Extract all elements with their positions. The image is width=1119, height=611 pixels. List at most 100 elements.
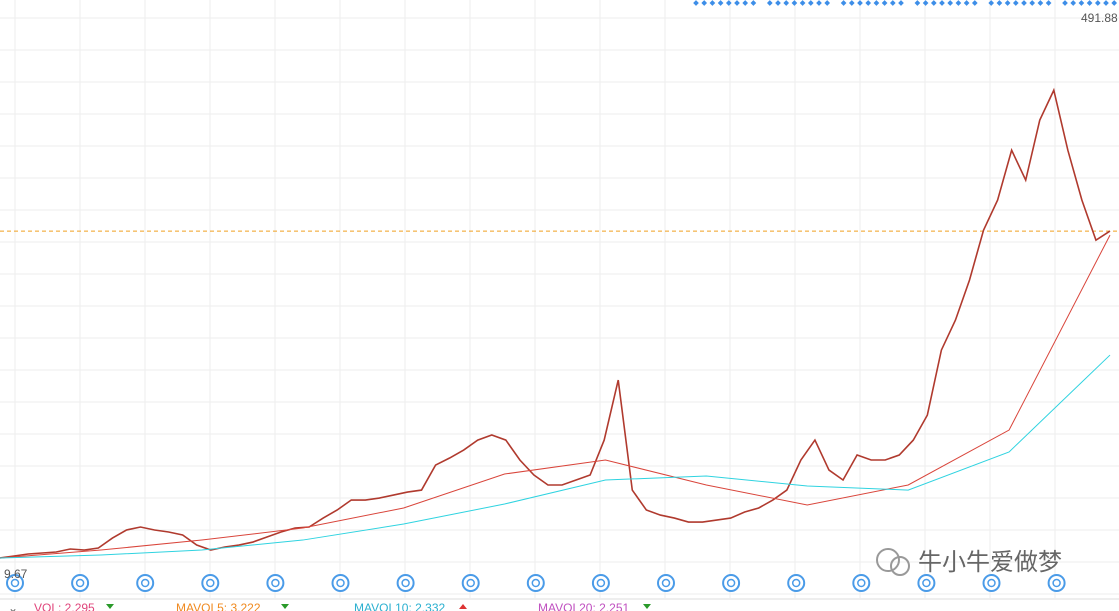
q-marker-inner [466, 578, 475, 588]
grid [0, 0, 1119, 598]
event-marker [742, 0, 749, 6]
event-markers [693, 0, 1118, 6]
q-marker [852, 574, 871, 592]
event-marker [1037, 0, 1044, 6]
event-marker [955, 0, 962, 6]
event-marker [939, 0, 945, 6]
q-marker-inner [661, 578, 671, 588]
q-marker-inner [140, 578, 150, 588]
event-marker [988, 0, 995, 6]
event-marker [1021, 0, 1027, 6]
q-marker [722, 574, 741, 592]
legend-entry: MAVOL10: 2.332 [354, 601, 445, 611]
event-marker [996, 0, 1003, 6]
event-marker [1078, 0, 1085, 6]
event-marker [898, 0, 904, 6]
q-marker-inner [726, 578, 736, 588]
event-marker [1029, 0, 1036, 6]
q-marker [6, 574, 24, 592]
event-marker [1103, 0, 1109, 6]
watermark-icon [876, 548, 900, 572]
event-marker [1094, 0, 1101, 6]
event-marker [889, 0, 896, 6]
q-marker [982, 574, 1001, 592]
q-marker [1047, 574, 1066, 592]
event-marker [701, 0, 708, 6]
event-marker [848, 0, 855, 6]
event-marker [947, 0, 954, 6]
event-marker [840, 0, 847, 6]
event-marker [783, 0, 790, 6]
event-marker [791, 0, 798, 6]
q-marker [201, 574, 220, 592]
event-marker [717, 0, 724, 6]
event-marker [750, 0, 757, 6]
q-marker-inner [206, 578, 215, 588]
event-marker [807, 0, 814, 6]
event-marker [709, 0, 716, 6]
event-marker [734, 0, 740, 6]
trend-arrow [459, 604, 467, 609]
q-marker [396, 574, 415, 592]
q-marker [461, 574, 480, 592]
q-marker [657, 574, 675, 592]
event-marker [1111, 0, 1118, 6]
q-marker-inner [1052, 578, 1061, 588]
q-marker [787, 574, 806, 592]
q-marker-inner [922, 578, 931, 588]
q-marker-inner [401, 578, 410, 588]
collapse-icon[interactable]: ⌄ [8, 601, 18, 611]
q-marker-inner [987, 578, 996, 588]
q-marker [136, 574, 155, 592]
event-marker [824, 0, 831, 6]
event-marker [816, 0, 822, 6]
event-marker [799, 0, 806, 6]
event-marker [971, 0, 978, 6]
legend-entry: MAVOL5: 3.222 [176, 601, 261, 611]
event-marker [873, 0, 880, 6]
price-line [0, 87, 1111, 559]
q-marker [71, 574, 90, 592]
watermark: 牛小牛爱做梦 [876, 548, 1062, 576]
event-marker [1004, 0, 1011, 6]
event-marker [1086, 0, 1093, 6]
event-marker [1012, 0, 1019, 6]
q-marker-inner [271, 578, 280, 588]
event-marker [914, 0, 921, 6]
event-marker [1062, 0, 1068, 6]
watermark-icon [890, 556, 910, 576]
trend-arrow [106, 604, 114, 609]
q-marker-inner [596, 578, 606, 588]
q-marker [266, 574, 285, 592]
event-marker [881, 0, 888, 6]
q-marker [917, 574, 936, 592]
plot [0, 87, 1119, 559]
q-marker [331, 574, 350, 592]
low-label: 9.67 [4, 567, 28, 581]
q-marker-inner [531, 578, 541, 588]
event-marker [766, 0, 773, 6]
event-marker [775, 0, 781, 6]
q-marker-inner [75, 578, 85, 588]
legend-entry: MAVOL20: 2.251 [538, 601, 629, 611]
event-marker [693, 0, 699, 6]
event-marker [930, 0, 937, 6]
event-marker [1070, 0, 1077, 6]
q-marker-inner [857, 578, 866, 588]
price-line [0, 234, 1111, 559]
event-marker [725, 0, 732, 6]
price-line [0, 354, 1111, 559]
event-marker [1045, 0, 1052, 6]
event-marker [963, 0, 970, 6]
legend: VOL: 2.295 MAVOL5: 3.222 MAVOL10: 2.332 MAV… [34, 601, 651, 611]
q-marker [591, 574, 610, 592]
legend-entry: VOL: 2.295 [34, 601, 95, 611]
trend-arrow [281, 604, 289, 609]
watermark-text: 牛小牛爱做梦 [918, 549, 1062, 576]
high-label: 491.88 [1081, 11, 1118, 25]
q-marker-inner [10, 578, 20, 588]
event-marker [857, 0, 863, 6]
q-marker-inner [336, 578, 345, 588]
